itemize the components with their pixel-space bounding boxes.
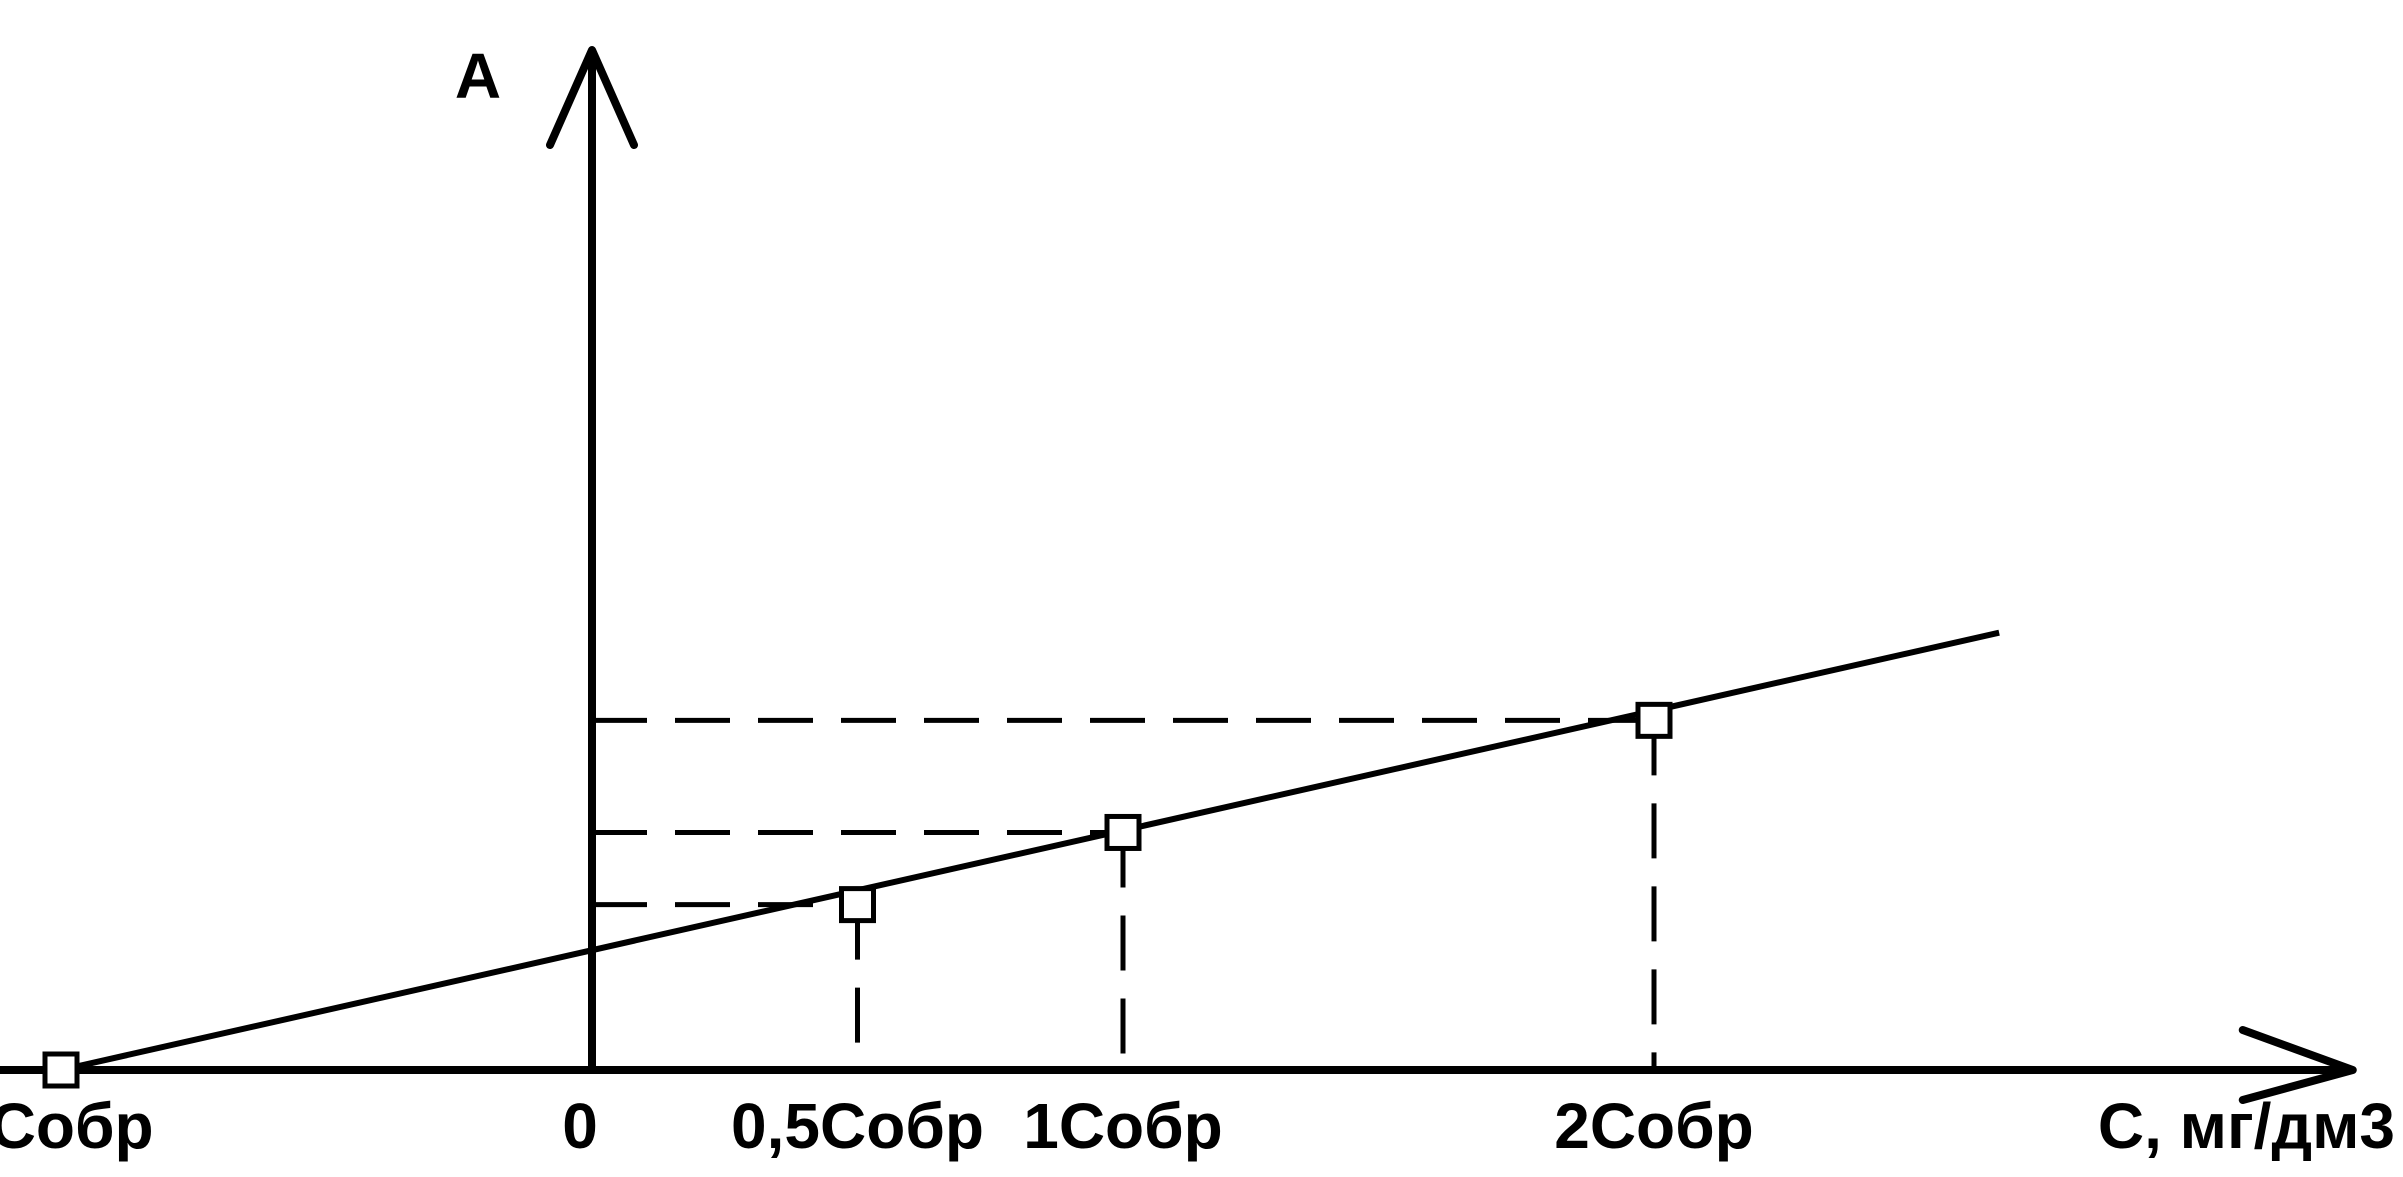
data-point — [839, 886, 876, 924]
regression-line — [60, 629, 2000, 1073]
x-tick-label: 2Собр — [1554, 1090, 1754, 1162]
origin-tick-label: 0 — [562, 1090, 598, 1162]
guide-lines — [592, 717, 1657, 1070]
y-axis-label: A — [455, 40, 501, 112]
x-axis-arrowhead — [2238, 1026, 2357, 1104]
data-point — [42, 1051, 80, 1089]
data-points — [42, 701, 1673, 1089]
data-point — [1635, 701, 1673, 739]
x-tick-label: 1Собр — [1023, 1090, 1223, 1162]
data-point — [1104, 813, 1142, 851]
y-axis-arrowhead — [546, 46, 638, 149]
x-axis-label: С, мг/дм3 — [2098, 1090, 2395, 1162]
x-tick-label: -Собр — [0, 1090, 154, 1162]
x-tick-label: 0,5Собр — [731, 1090, 984, 1162]
x-tick-labels: -Собр 0,5Собр 1Собр 2Собр — [0, 1090, 1754, 1162]
